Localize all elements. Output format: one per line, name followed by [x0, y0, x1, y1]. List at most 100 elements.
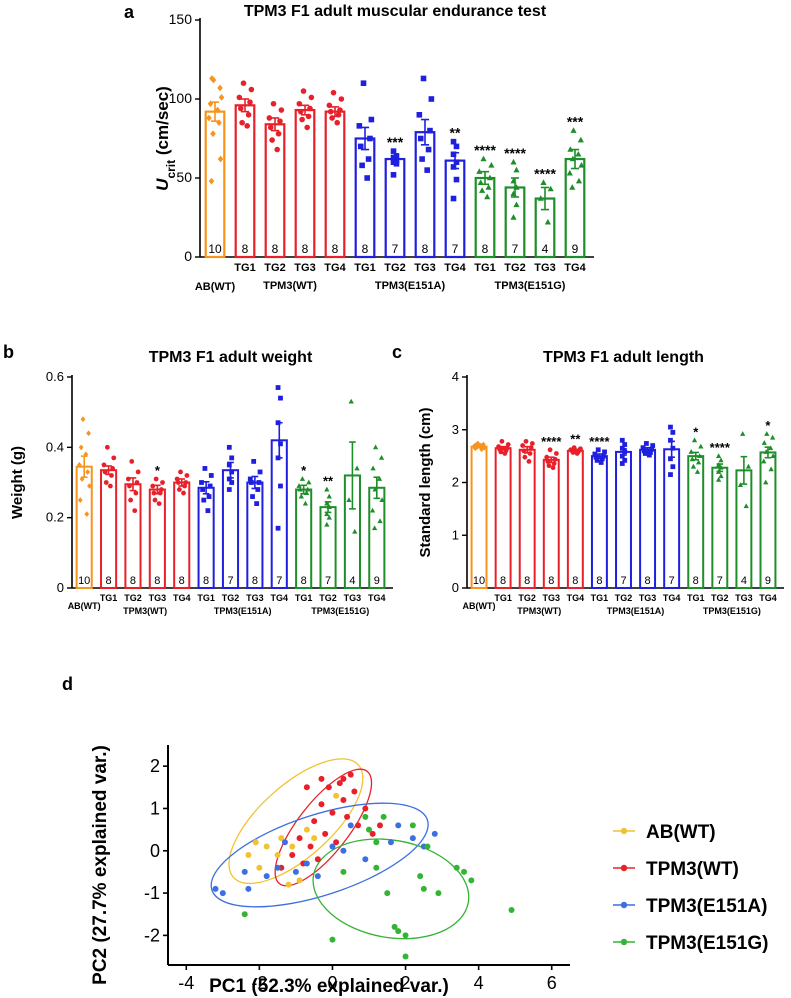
data-point	[85, 469, 91, 475]
legend-label: TPM3(E151G)	[646, 933, 768, 954]
x-tick-label: TG1	[354, 262, 375, 274]
data-point	[670, 464, 676, 470]
data-point	[622, 442, 628, 447]
data-point	[668, 424, 673, 430]
data-point	[595, 447, 601, 453]
data-point	[502, 451, 508, 456]
group-label: TPM3(WT)	[123, 606, 167, 616]
data-point	[480, 155, 487, 162]
confidence-ellipse	[210, 802, 429, 908]
y-tick-label: 100	[169, 90, 193, 106]
y-axis-label: Weight (g)	[9, 446, 26, 519]
bar	[234, 104, 256, 259]
bar	[735, 469, 753, 589]
data-point	[546, 463, 552, 469]
data-point	[471, 443, 477, 449]
data-point	[311, 835, 318, 842]
data-point	[219, 890, 226, 897]
data-point	[135, 469, 141, 475]
group-label: AB(WT)	[463, 601, 496, 611]
group-label: TPM3(WT)	[517, 606, 561, 616]
legend-marker	[620, 827, 628, 835]
data-point	[199, 480, 204, 485]
data-point	[229, 455, 235, 461]
data-point	[101, 462, 107, 468]
data-point	[303, 826, 310, 833]
group-label: AB(WT)	[68, 601, 101, 611]
significance-label: ****	[710, 440, 731, 455]
data-point	[362, 805, 369, 812]
data-point	[333, 792, 340, 799]
sample-size-label: 9	[765, 575, 771, 587]
significance-label: *	[301, 463, 307, 478]
data-point	[528, 445, 534, 451]
sample-size-label: 4	[349, 575, 355, 587]
data-point	[247, 476, 253, 482]
data-point	[202, 466, 208, 471]
data-point	[715, 453, 722, 459]
data-point	[371, 525, 378, 531]
sample-size-label: 10	[208, 242, 222, 256]
data-point	[80, 416, 86, 423]
data-point	[649, 446, 654, 452]
data-point	[255, 487, 261, 492]
data-point	[472, 445, 478, 452]
y-tick-label: 0	[150, 841, 160, 861]
x-tick-label: TG4	[173, 593, 191, 603]
data-point	[127, 483, 132, 489]
data-point	[329, 809, 336, 816]
data-point	[737, 482, 744, 488]
data-point	[217, 84, 223, 92]
data-point	[601, 453, 606, 459]
data-point	[768, 445, 774, 451]
data-point	[770, 453, 776, 459]
panel-letter-a: a	[124, 2, 135, 22]
data-point	[109, 473, 114, 478]
x-tick-label: 6	[547, 973, 557, 993]
data-point	[695, 459, 702, 465]
data-point	[622, 449, 628, 455]
data-point	[570, 127, 577, 133]
data-point	[302, 500, 309, 506]
data-point	[416, 112, 423, 118]
data-point	[486, 174, 494, 181]
data-point	[547, 185, 554, 192]
data-point	[450, 195, 457, 202]
data-point	[594, 457, 600, 463]
data-point	[347, 822, 354, 829]
data-point	[513, 201, 520, 208]
data-point	[390, 148, 397, 154]
data-point	[475, 440, 481, 447]
data-point	[251, 459, 257, 464]
data-point	[390, 172, 397, 178]
data-point	[318, 775, 325, 782]
data-point	[205, 508, 211, 514]
sample-size-label: 8	[422, 242, 429, 256]
bar	[759, 451, 777, 589]
data-point	[355, 822, 362, 829]
x-tick-label: -2	[251, 973, 267, 993]
sample-size-label: 8	[524, 575, 530, 587]
data-point	[267, 124, 274, 131]
significance-label: *	[765, 418, 771, 433]
sample-size-label: 8	[572, 575, 578, 587]
data-point	[103, 480, 109, 485]
y-tick-label: 1	[452, 527, 459, 542]
confidence-ellipse	[228, 758, 364, 885]
data-point	[326, 504, 332, 510]
x-tick-label: TG3	[414, 262, 435, 274]
data-point	[419, 156, 425, 162]
data-point	[212, 885, 219, 892]
y-tick-label: 50	[176, 169, 192, 185]
significance-label: **	[450, 125, 461, 141]
data-point	[208, 473, 214, 478]
data-point	[368, 116, 375, 123]
data-point	[688, 449, 694, 454]
data-point	[346, 497, 352, 503]
y-tick-label: 0	[57, 580, 64, 595]
data-point	[329, 843, 336, 850]
data-point	[275, 130, 282, 137]
sample-size-label: 8	[645, 575, 651, 587]
data-point	[395, 928, 402, 935]
data-point	[254, 501, 260, 506]
